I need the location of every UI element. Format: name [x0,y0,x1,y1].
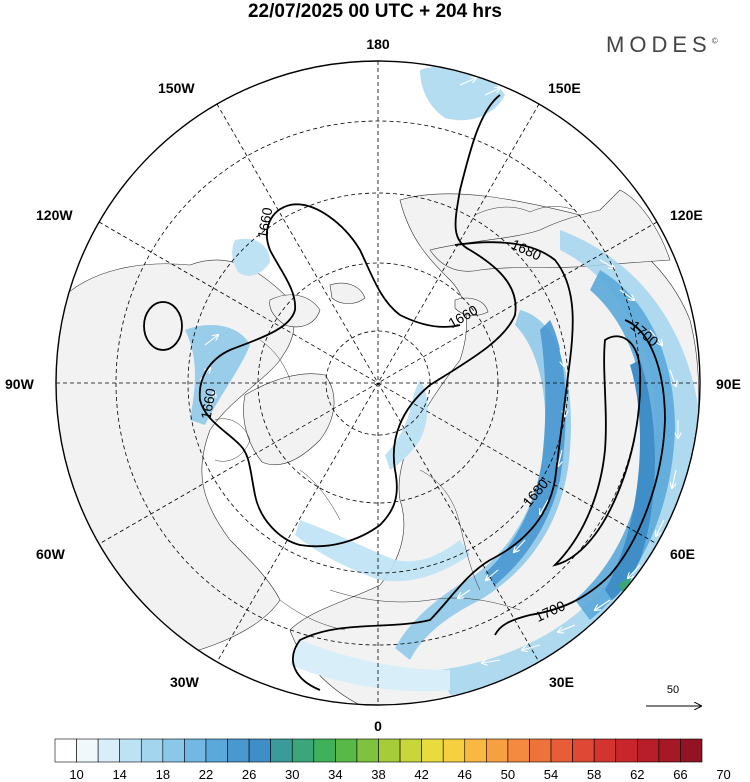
colorbar-swatch [140,738,164,763]
label-180: 180 [366,36,390,52]
colorbar-swatch [378,738,401,763]
colorbar-tick-label: 10 [69,767,83,782]
colorbar-swatch [248,738,271,763]
label-30e: 30E [549,674,574,690]
contour-1680 [292,241,574,691]
label-120w: 120W [36,207,73,223]
colorbar-swatch [162,738,185,763]
contour-label: 1660 [254,206,275,240]
label-30w: 30W [170,674,200,690]
colorbar-swatch [572,738,595,763]
map-title: 22/07/2025 00 UTC + 204 hrs [247,1,503,22]
colorbar-swatch [270,738,293,763]
contour-1640-closed [143,301,183,351]
colorbar-swatch [464,738,487,763]
colorbar-tick-label: 58 [587,767,601,782]
colorbar-swatch [205,738,228,763]
colorbar-swatch [658,738,681,763]
map-disk: 1660 1680 1660 1700 1660 1680 1700 [56,61,700,705]
jet-east-spot [618,575,632,598]
colorbar-tick-label: 18 [156,767,170,782]
colorbar-swatch [335,738,358,763]
colorbar-swatch [356,738,379,763]
colorbar-tick-label: 42 [414,767,428,782]
label-60e: 60E [670,546,695,562]
colorbar-tick-label: 54 [544,767,558,782]
colorbar-ticks: 10 14 18 22 26 30 34 38 42 46 50 54 58 62 66 70 [69,767,730,782]
label-90e: 90E [716,376,741,392]
jet-canada-blob [232,238,270,276]
reference-vector-label: 50 [667,684,679,696]
colorbar-tick-label: 14 [112,767,126,782]
colorbar-swatch [593,738,617,763]
colorbar-swatch [184,738,207,763]
colorbar-swatch [442,738,466,763]
jet-pacific [420,66,505,121]
brand-text: MODES [606,32,712,57]
colorbar-swatch [421,738,444,763]
colorbar-swatch [550,738,573,763]
label-150w: 150W [158,80,195,96]
greenland-land [243,373,335,466]
contour-label: 1660 [198,387,219,421]
colorbar-tick-label: 62 [630,767,644,782]
contour-1660-main [198,94,517,548]
jet-central-core [485,320,566,585]
map-border [55,60,701,706]
jet-west [185,325,250,425]
label-60w: 60W [36,546,66,562]
colorbar-tick-label: 66 [673,767,687,782]
colorbar-swatch [399,738,422,763]
colorbar-tick-label: 70 [716,767,730,782]
colorbar-swatch [313,738,336,763]
jet-east-max [605,360,655,600]
jet-atlantic-south [385,380,428,470]
label-120e: 120E [670,207,703,223]
colorbar-swatch [486,738,509,763]
colorbar-swatch [227,738,250,763]
colorbar-swatch [54,738,77,763]
jet-europe [290,640,450,692]
jet-south-atlantic [295,520,470,582]
brand-logo: MODES© [606,32,718,58]
label-90w: 90W [5,376,35,392]
arctic-islands-land [269,282,489,328]
colorbar-tick-label: 50 [501,767,515,782]
colorbar-tick-label: 22 [199,767,213,782]
colorbar-tick-label: 46 [458,767,472,782]
height-contours [143,94,666,691]
colorbar [54,738,703,763]
contour-1700 [494,319,666,636]
colorbar-swatch [507,738,530,763]
colorbar-swatch [615,738,638,763]
reference-vector: 50 [646,684,701,706]
colorbar-swatch [636,738,660,763]
label-150e: 150E [548,80,581,96]
colorbar-swatch [119,738,142,763]
siberia-coast-land [429,189,671,272]
colorbar-swatch [291,738,315,763]
colorbar-swatch [76,738,99,763]
copyright-mark: © [711,36,718,46]
jet-east-core [575,270,675,620]
colorbar-swatch [97,738,120,763]
colorbar-tick-label: 26 [242,767,256,782]
colorbar-swatch [529,738,552,763]
colorbar-tick-label: 34 [328,767,342,782]
colorbar-swatch [680,738,703,763]
colorbar-tick-label: 38 [371,767,385,782]
label-0: 0 [374,718,382,734]
contour-1700-inner [552,335,642,567]
colorbar-tick-label: 30 [285,767,299,782]
longitude-labels: 180 0 90W 90E 150W 120W 60W 30W 150E 120… [5,36,741,734]
